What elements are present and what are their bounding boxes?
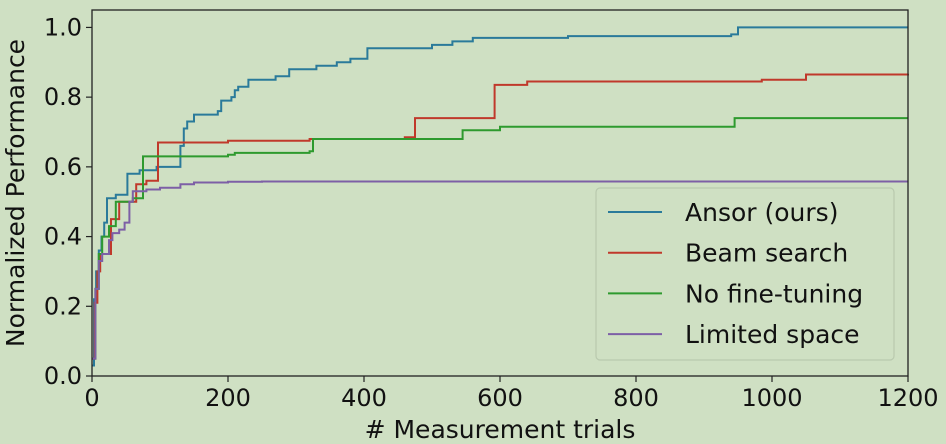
legend-label: Beam search xyxy=(685,239,848,268)
y-tick-label: 1.0 xyxy=(44,13,82,41)
x-tick-label: 800 xyxy=(613,384,659,412)
series-line-3 xyxy=(92,117,908,360)
y-tick-label: 0.2 xyxy=(44,292,82,320)
legend-label: No fine-tuning xyxy=(685,279,863,308)
x-tick-label: 0 xyxy=(84,384,99,412)
x-tick-label: 400 xyxy=(341,384,387,412)
x-tick-label: 200 xyxy=(205,384,251,412)
y-tick-label: 0.8 xyxy=(44,83,82,111)
y-tick-label: 0.6 xyxy=(44,153,82,181)
x-tick-label: 600 xyxy=(477,384,523,412)
series-line-1 xyxy=(92,26,908,367)
y-tick-label: 0.0 xyxy=(44,362,82,390)
x-axis-label: # Measurement trials xyxy=(365,415,636,444)
y-axis-label: Normalized Performance xyxy=(1,39,30,347)
y-tick-label: 0.4 xyxy=(44,223,82,251)
legend: Ansor (ours) Beam search No fine-tuning Lim… xyxy=(595,187,895,361)
series-line-4 xyxy=(92,180,908,360)
x-tick-label: 1000 xyxy=(741,384,802,412)
legend-box xyxy=(595,187,895,361)
x-tick-label: 1200 xyxy=(877,384,938,412)
legend-label: Ansor (ours) xyxy=(685,198,838,227)
legend-label: Limited space xyxy=(685,320,860,349)
